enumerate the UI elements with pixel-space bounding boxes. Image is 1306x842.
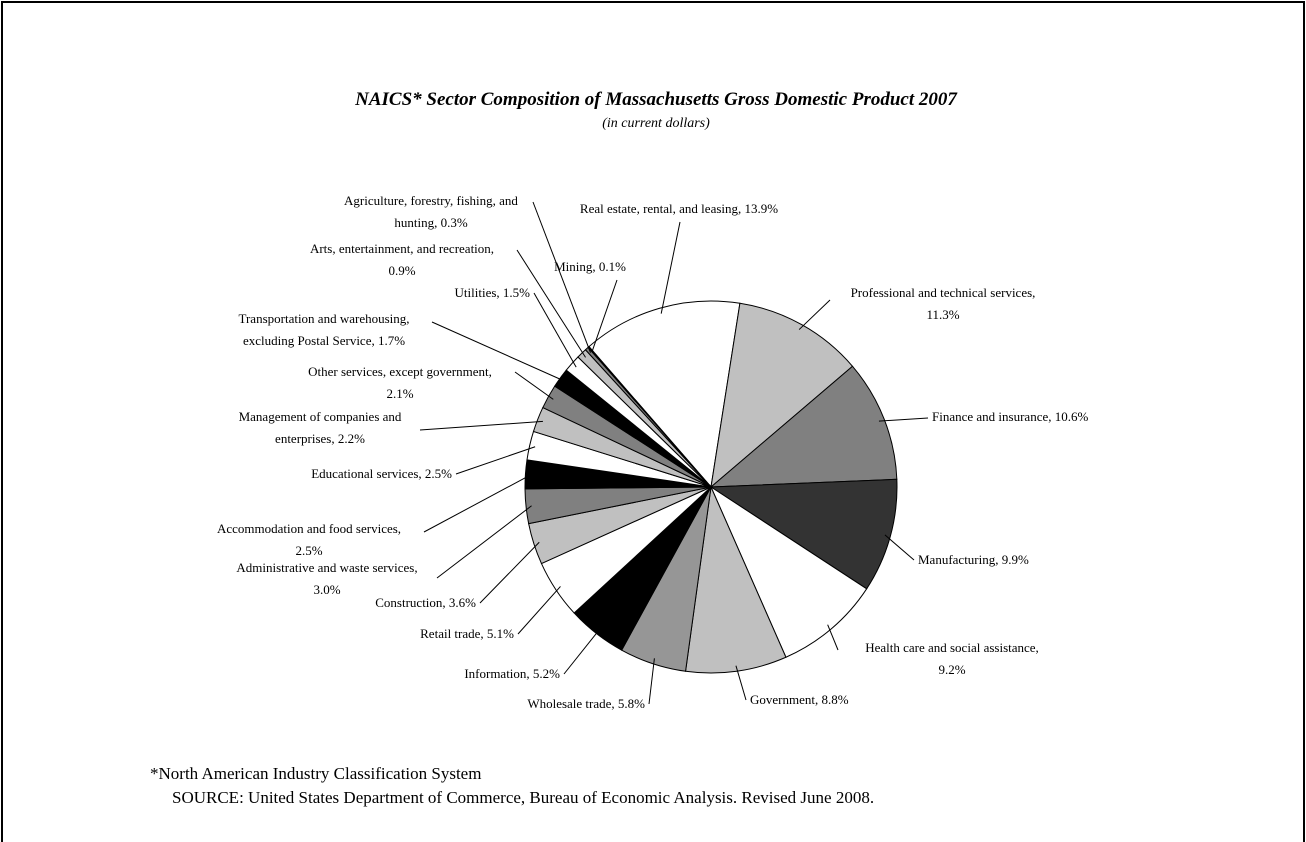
- leader-line: [591, 279, 618, 352]
- slice-label: 11.3%: [926, 307, 959, 322]
- footnote: *North American Industry Classification …: [150, 764, 481, 783]
- pie-slice: [709, 485, 868, 658]
- pie-slice: [710, 302, 854, 489]
- slice-label: 2.1%: [386, 386, 413, 401]
- leader-line: [517, 586, 561, 635]
- slice-label: Information, 5.2%: [464, 666, 560, 681]
- slice-label: 2.5%: [295, 543, 322, 558]
- slice-label: Manufacturing, 9.9%: [918, 552, 1029, 567]
- slice-label: Real estate, rental, and leasing, 13.9%: [580, 201, 778, 216]
- chart-title: NAICS* Sector Composition of Massachuset…: [354, 89, 958, 110]
- leader-line: [431, 321, 566, 382]
- pie-slice: [709, 478, 898, 590]
- slice-label: Accommodation and food services,: [217, 521, 401, 536]
- slice-label: Wholesale trade, 5.8%: [527, 696, 645, 711]
- slice-label: Educational services, 2.5%: [311, 466, 452, 481]
- slice-label: hunting, 0.3%: [394, 215, 467, 230]
- slice-label: enterprises, 2.2%: [275, 431, 365, 446]
- leader-line: [827, 624, 839, 651]
- leader-line: [798, 299, 831, 330]
- slice-label: 9.2%: [938, 662, 965, 677]
- leader-line: [563, 628, 601, 675]
- chart-subtitle: (in current dollars): [602, 116, 710, 131]
- slice-label: Management of companies and: [239, 409, 402, 424]
- leader-line: [533, 292, 577, 368]
- pie-slice: [709, 365, 898, 488]
- slice-label: Transportation and warehousing,: [238, 311, 409, 326]
- leader-line: [735, 665, 747, 701]
- leader-line: [660, 221, 681, 314]
- leader-line: [455, 446, 536, 475]
- slice-label: Other services, except government,: [308, 364, 492, 379]
- slice-label: Construction, 3.6%: [375, 595, 476, 610]
- slice-label: 3.0%: [313, 582, 340, 597]
- pie-slice: [588, 300, 741, 489]
- slice-label: Mining, 0.1%: [554, 259, 626, 274]
- slice-label: Government, 8.8%: [750, 692, 849, 707]
- leader-line: [514, 371, 554, 400]
- leader-line: [419, 420, 543, 431]
- leader-line: [884, 534, 915, 561]
- slice-label: Health care and social assistance,: [865, 640, 1039, 655]
- pie-slice: [684, 485, 787, 674]
- slice-label: Agriculture, forestry, fishing, and: [344, 193, 518, 208]
- slice-label: excluding Postal Service, 1.7%: [243, 333, 405, 348]
- leader-line: [532, 201, 591, 353]
- leader-line: [479, 541, 540, 604]
- leader-line: [648, 658, 655, 705]
- slice-label: Retail trade, 5.1%: [420, 626, 514, 641]
- leader-line: [423, 474, 532, 533]
- slice-label: Finance and insurance, 10.6%: [932, 409, 1088, 424]
- leader-line: [516, 249, 586, 358]
- slice-label: Professional and technical services,: [851, 285, 1036, 300]
- slice-label: Arts, entertainment, and recreation,: [310, 241, 494, 256]
- slice-label: Administrative and waste services,: [236, 560, 417, 575]
- slice-label: Utilities, 1.5%: [455, 285, 531, 300]
- leader-line: [436, 505, 532, 579]
- leader-line: [878, 417, 929, 422]
- source-note: SOURCE: United States Department of Comm…: [172, 788, 874, 807]
- slice-label: 0.9%: [388, 263, 415, 278]
- pie-slice: [587, 345, 712, 488]
